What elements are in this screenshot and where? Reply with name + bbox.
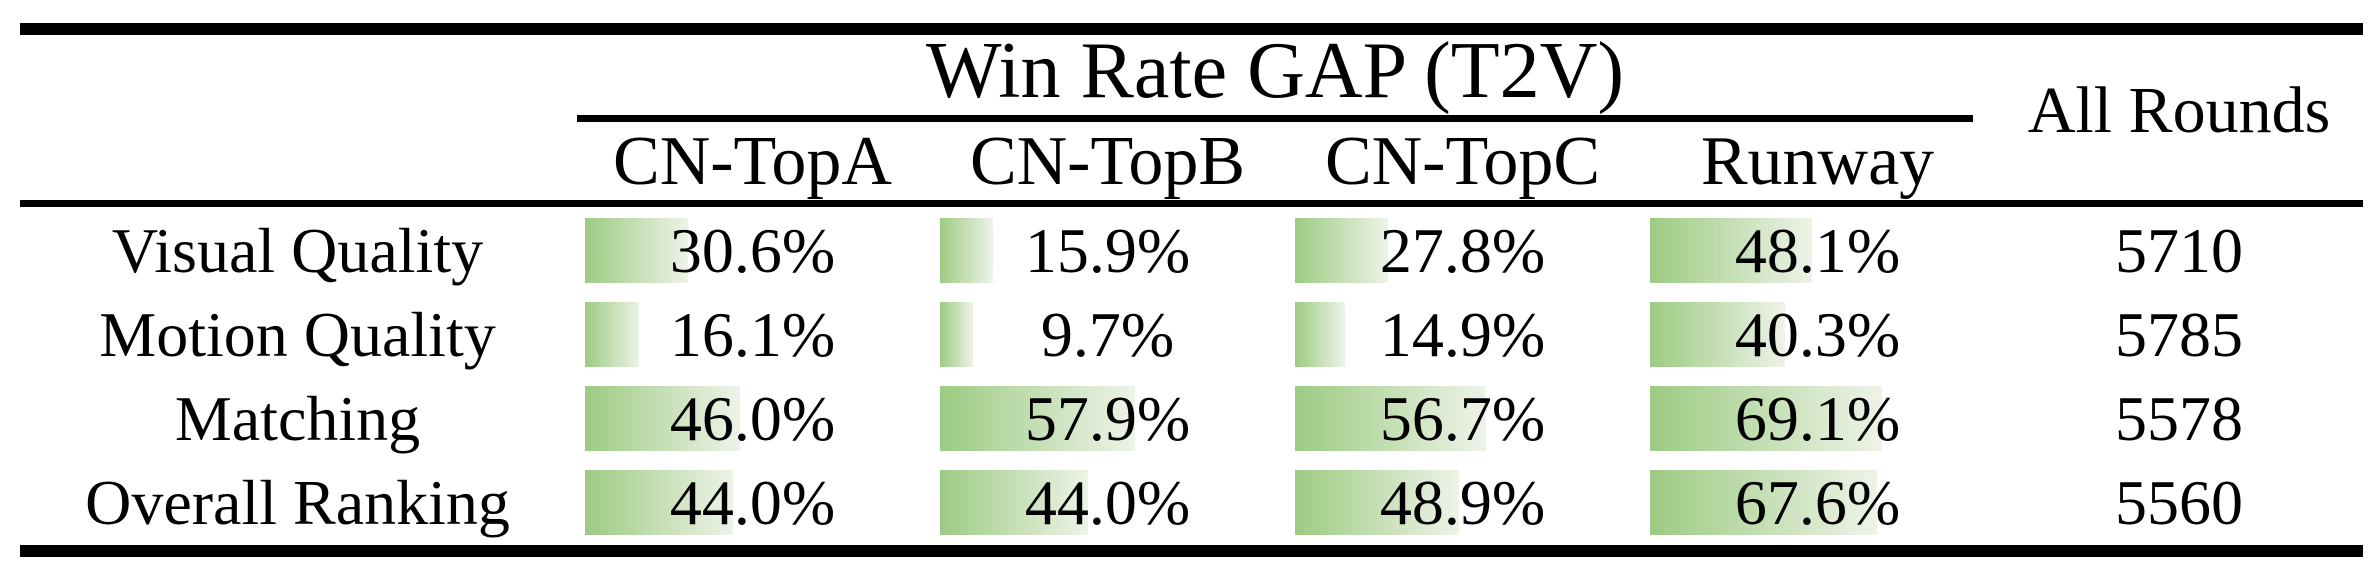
all-rounds-value: 5578 [2115, 383, 2243, 454]
bar-track [1295, 386, 1631, 451]
value-cell: 14.9% [1285, 293, 1640, 377]
bar-fill [1650, 470, 1878, 535]
value-text: 69.1% [1734, 383, 1901, 454]
bar-fill [1295, 386, 1486, 451]
column-header-cn-topc: CN-TopC [1324, 123, 1601, 200]
header-separator-rule [20, 200, 2363, 207]
all-rounds-column-header: All Rounds [2027, 74, 2331, 147]
bar-fill [1650, 302, 1786, 367]
table-row: Visual Quality 30.6% 15.9% 27.8% 48.1% 5… [20, 209, 2363, 293]
bar-track [1650, 218, 1986, 283]
bar-fill [1650, 386, 1883, 451]
bar-track [585, 302, 921, 367]
all-rounds-value: 5785 [2115, 299, 2243, 370]
value-cell: 44.0% [575, 461, 930, 545]
column-header-cn-topb: CN-TopB [969, 123, 1246, 200]
bar-track [1650, 302, 1986, 367]
bar-fill [585, 218, 688, 283]
all-rounds-value: 5710 [2115, 215, 2243, 286]
table-bottom-rule [20, 545, 2363, 557]
bar-track [585, 386, 921, 451]
bar-fill [940, 386, 1135, 451]
bar-track [585, 470, 921, 535]
column-header-cn-topa: CN-TopA [613, 123, 892, 200]
bar-fill [940, 302, 973, 367]
row-label: Motion Quality [99, 299, 496, 370]
value-cell: 16.1% [575, 293, 930, 377]
value-cell: 57.9% [930, 377, 1285, 461]
bar-track [1650, 386, 1986, 451]
value-text: 57.9% [1024, 383, 1191, 454]
value-text: 27.8% [1379, 215, 1546, 286]
value-cell: 27.8% [1285, 209, 1640, 293]
column-header-runway: Runway [1700, 123, 1935, 200]
row-label: Visual Quality [111, 215, 484, 286]
bar-fill [585, 386, 740, 451]
table-row: Overall Ranking 44.0% 44.0% 48.9% 67.6% … [20, 461, 2363, 545]
row-label: Overall Ranking [85, 467, 510, 538]
bar-track [1295, 302, 1631, 367]
bar-fill [1295, 470, 1460, 535]
value-cell: 69.1% [1640, 377, 1995, 461]
value-text: 48.9% [1379, 467, 1546, 538]
bar-track [940, 218, 1276, 283]
value-cell: 56.7% [1285, 377, 1640, 461]
bar-fill [1295, 302, 1346, 367]
group-header-title: Win Rate GAP (T2V) [925, 27, 1625, 115]
group-header-underline-rule [577, 115, 1973, 122]
value-text: 48.1% [1734, 215, 1901, 286]
value-text: 15.9% [1024, 215, 1191, 286]
value-cell: 15.9% [930, 209, 1285, 293]
bar-track [940, 386, 1276, 451]
value-cell: 9.7% [930, 293, 1285, 377]
bar-fill [940, 470, 1088, 535]
bar-track [940, 302, 1276, 367]
value-cell: 40.3% [1640, 293, 1995, 377]
value-text: 46.0% [669, 383, 836, 454]
all-rounds-value: 5560 [2115, 467, 2243, 538]
value-cell: 48.1% [1640, 209, 1995, 293]
value-cell: 30.6% [575, 209, 930, 293]
value-text: 56.7% [1379, 383, 1546, 454]
table-row: Matching 46.0% 57.9% 56.7% 69.1% 5578 [20, 377, 2363, 461]
table-body: Visual Quality 30.6% 15.9% 27.8% 48.1% 5… [20, 209, 2363, 545]
value-text: 14.9% [1379, 299, 1546, 370]
bar-track [585, 218, 921, 283]
value-cell: 44.0% [930, 461, 1285, 545]
value-text: 30.6% [669, 215, 836, 286]
bar-fill [940, 218, 994, 283]
bar-fill [585, 302, 640, 367]
value-text: 9.7% [1040, 299, 1175, 370]
value-text: 44.0% [669, 467, 836, 538]
bar-fill [1295, 218, 1389, 283]
value-cell: 48.9% [1285, 461, 1640, 545]
value-text: 40.3% [1734, 299, 1901, 370]
value-text: 44.0% [1024, 467, 1191, 538]
value-text: 67.6% [1734, 467, 1901, 538]
bar-track [1295, 218, 1631, 283]
bar-fill [1650, 218, 1812, 283]
table-top-rule [20, 23, 2363, 35]
value-cell: 46.0% [575, 377, 930, 461]
value-cell: 67.6% [1640, 461, 1995, 545]
row-label: Matching [174, 383, 421, 454]
bar-fill [585, 470, 733, 535]
bar-track [1295, 470, 1631, 535]
column-header-row: CN-TopA CN-TopB CN-TopC Runway [575, 126, 1995, 198]
bar-track [940, 470, 1276, 535]
bar-track [1650, 470, 1986, 535]
value-text: 16.1% [669, 299, 836, 370]
table-row: Motion Quality 16.1% 9.7% 14.9% 40.3% 57… [20, 293, 2363, 377]
